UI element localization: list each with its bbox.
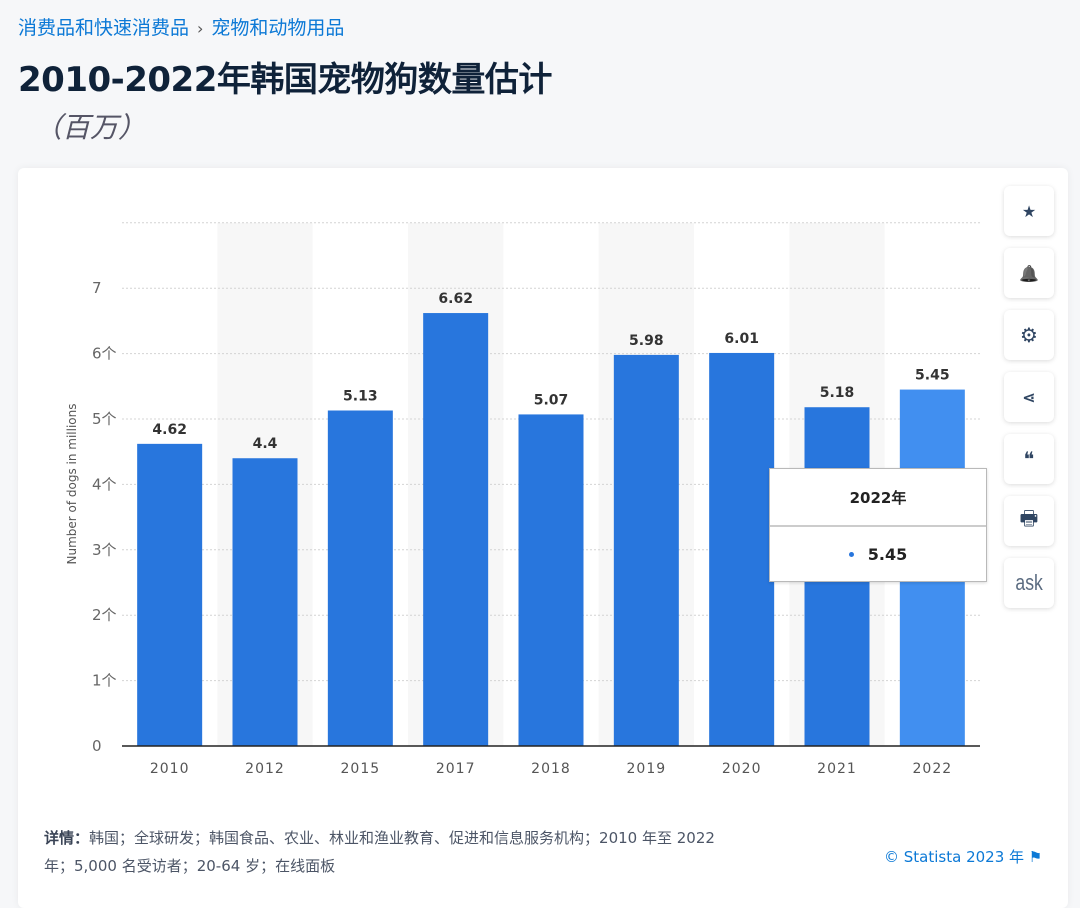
bar-2018 xyxy=(518,414,584,746)
page-subtitle: （百万） xyxy=(34,111,147,144)
ask-icon: ask xyxy=(1015,570,1043,595)
chart-tooltip: 2022年 5.45 xyxy=(769,468,987,582)
data-label: 6.01 xyxy=(724,331,759,347)
bar-2019 xyxy=(613,354,679,746)
y-tick-label: 1个 xyxy=(92,672,117,690)
breadcrumb-pets[interactable]: 宠物和动物用品 xyxy=(211,17,345,39)
share-icon: ⋖ xyxy=(1022,387,1036,407)
data-label: 5.07 xyxy=(534,392,569,408)
bell-icon: 🔔 xyxy=(1019,263,1039,283)
data-label: 4.4 xyxy=(253,436,278,452)
data-label: 5.13 xyxy=(343,388,378,404)
y-axis-title: Number of dogs in millions xyxy=(65,403,79,564)
print-button[interactable]: 🖶 xyxy=(1004,496,1054,546)
details-text: 韩国；全球研发；韩国食品、农业、林业和渔业教育、促进和信息服务机构；2010 年… xyxy=(44,829,715,875)
bar-2012 xyxy=(232,458,298,746)
data-label: 5.45 xyxy=(915,368,950,384)
gear-icon: ⚙ xyxy=(1020,323,1038,347)
settings-button[interactable]: ⚙ xyxy=(1004,310,1054,360)
favorite-button[interactable]: ★ xyxy=(1004,186,1054,236)
x-tick-label: 2019 xyxy=(627,761,667,777)
data-label: 5.18 xyxy=(820,385,855,401)
statista-copyright-link[interactable]: © Statista 2023 年 ⚑ xyxy=(884,848,1043,866)
bar-2017 xyxy=(423,313,489,746)
bar-2020 xyxy=(709,352,775,746)
y-tick-label: 3个 xyxy=(92,541,117,559)
x-tick-label: 2010 xyxy=(150,761,190,777)
y-tick-label: 0 xyxy=(92,737,102,755)
data-label: 4.62 xyxy=(152,422,187,438)
y-tick-label: 5个 xyxy=(92,410,117,428)
breadcrumb: 消费品和快速消费品 › 宠物和动物用品 xyxy=(18,13,344,40)
bar-2010 xyxy=(137,443,203,746)
ask-button[interactable]: ask xyxy=(1004,558,1054,608)
x-tick-label: 2018 xyxy=(531,761,571,777)
breadcrumb-consumer-goods[interactable]: 消费品和快速消费品 xyxy=(18,17,190,39)
details-label: 详情： xyxy=(44,829,90,847)
bar-chart: 0 1个 2个 3个 4个 5个 6个 7 Number of dogs in millions… xyxy=(65,222,980,777)
breadcrumb-separator: › xyxy=(197,19,204,38)
data-label: 5.98 xyxy=(629,333,664,349)
quote-icon: ❝ xyxy=(1023,447,1035,471)
source-details: 详情：韩国；全球研发；韩国食品、农业、林业和渔业教育、促进和信息服务机构；201… xyxy=(44,824,744,880)
y-tick-label: 2个 xyxy=(92,606,117,624)
chart-toolbar: ★ 🔔 ⚙ ⋖ ❝ 🖶 ask xyxy=(1004,186,1054,620)
star-icon: ★ xyxy=(1021,201,1037,221)
page-title: 2010-2022年韩国宠物狗数量估计 xyxy=(18,60,552,100)
tooltip-dot xyxy=(848,551,854,557)
bar-2015 xyxy=(327,410,393,746)
notification-button[interactable]: 🔔 xyxy=(1004,248,1054,298)
x-tick-label: 2021 xyxy=(817,761,857,777)
y-tick-label: 7 xyxy=(92,279,102,297)
share-button[interactable]: ⋖ xyxy=(1004,372,1054,422)
cite-button[interactable]: ❝ xyxy=(1004,434,1054,484)
x-tick-label: 2012 xyxy=(245,761,285,777)
y-tick-label: 4个 xyxy=(92,475,117,493)
tooltip-value-row: 5.45 xyxy=(770,527,986,581)
x-tick-label: 2017 xyxy=(436,761,476,777)
x-tick-label: 2015 xyxy=(341,761,381,777)
data-label: 6.62 xyxy=(438,291,473,307)
tooltip-title: 2022年 xyxy=(770,469,986,527)
x-tick-label: 2020 xyxy=(722,761,762,777)
tooltip-value: 5.45 xyxy=(867,544,908,564)
x-tick-label: 2022 xyxy=(913,761,953,777)
print-icon: 🖶 xyxy=(1019,506,1039,530)
y-tick-label: 6个 xyxy=(92,345,117,363)
